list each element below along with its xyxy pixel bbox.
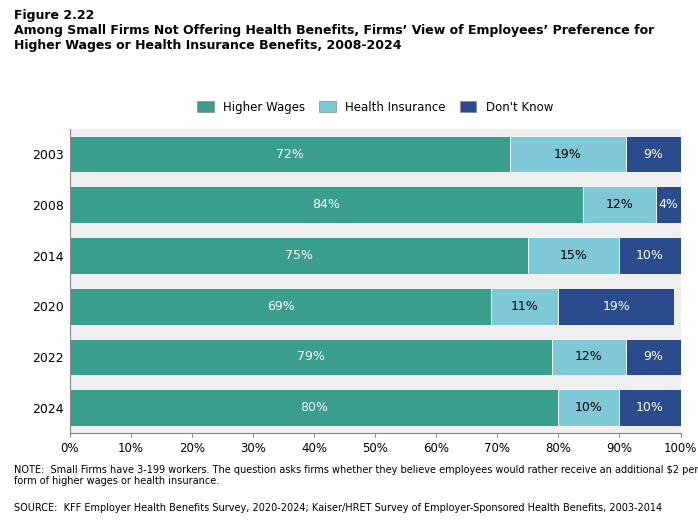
Text: 10%: 10% [636, 401, 664, 414]
Text: Among Small Firms Not Offering Health Benefits, Firms’ View of Employees’ Prefer: Among Small Firms Not Offering Health Be… [14, 24, 654, 37]
Bar [558, 390, 620, 426]
Text: 69%: 69% [267, 300, 295, 313]
Text: 10%: 10% [636, 249, 664, 262]
Bar [70, 288, 491, 324]
Text: 9%: 9% [643, 351, 663, 363]
Text: 80%: 80% [300, 401, 328, 414]
Text: 19%: 19% [602, 300, 630, 313]
Text: Figure 2.22: Figure 2.22 [14, 9, 94, 23]
Text: 11%: 11% [511, 300, 539, 313]
Bar [583, 186, 656, 223]
Text: Higher Wages or Health Insurance Benefits, 2008-2024: Higher Wages or Health Insurance Benefit… [14, 39, 401, 52]
Bar [619, 390, 681, 426]
Text: 4%: 4% [658, 198, 678, 211]
Bar [491, 288, 558, 324]
Text: 79%: 79% [297, 351, 325, 363]
Bar [510, 136, 625, 172]
Bar [625, 339, 681, 375]
Bar [558, 288, 674, 324]
Bar [552, 339, 625, 375]
Bar [70, 237, 528, 274]
Bar [70, 136, 510, 172]
Text: 12%: 12% [606, 198, 633, 211]
Bar [619, 237, 681, 274]
Bar [656, 186, 681, 223]
Text: 75%: 75% [285, 249, 313, 262]
Text: 12%: 12% [575, 351, 603, 363]
Bar [70, 339, 552, 375]
Bar [528, 237, 619, 274]
Bar [70, 186, 583, 223]
Text: 72%: 72% [276, 148, 304, 161]
Bar [70, 390, 558, 426]
Text: 9%: 9% [643, 148, 663, 161]
Legend: Higher Wages, Health Insurance, Don't Know: Higher Wages, Health Insurance, Don't Kn… [197, 101, 554, 113]
Text: SOURCE:  KFF Employer Health Benefits Survey, 2020-2024; Kaiser/HRET Survey of E: SOURCE: KFF Employer Health Benefits Sur… [14, 503, 662, 513]
Text: 10%: 10% [575, 401, 603, 414]
Text: 84%: 84% [313, 198, 340, 211]
Bar [625, 136, 681, 172]
Text: 15%: 15% [560, 249, 588, 262]
Text: 19%: 19% [554, 148, 581, 161]
Text: NOTE:  Small Firms have 3-199 workers. The question asks firms whether they beli: NOTE: Small Firms have 3-199 workers. Th… [14, 465, 698, 486]
